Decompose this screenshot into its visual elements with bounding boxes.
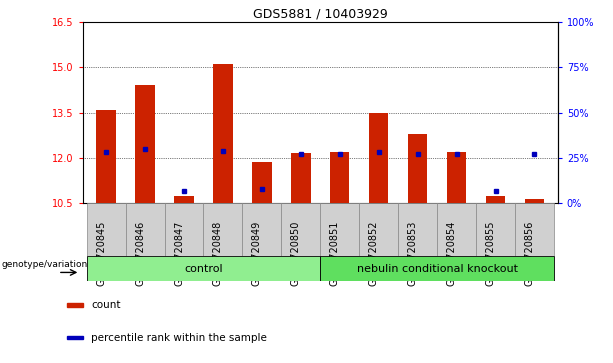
Bar: [525, 199, 544, 203]
Bar: [398, 203, 437, 256]
Text: count: count: [91, 300, 121, 310]
Text: GSM1720849: GSM1720849: [252, 221, 262, 286]
Bar: [369, 113, 389, 203]
Bar: [96, 110, 116, 203]
Text: control: control: [184, 264, 223, 274]
Bar: [476, 203, 515, 256]
Bar: [447, 152, 466, 203]
Bar: [330, 152, 349, 203]
Text: GSM1720856: GSM1720856: [525, 221, 535, 286]
Bar: [67, 303, 83, 307]
Bar: [86, 203, 126, 256]
Text: nebulin conditional knockout: nebulin conditional knockout: [357, 264, 517, 274]
Bar: [126, 203, 164, 256]
Bar: [135, 85, 155, 203]
Text: GSM1720845: GSM1720845: [96, 221, 106, 286]
Text: GSM1720846: GSM1720846: [135, 221, 145, 286]
Bar: [359, 203, 398, 256]
Text: GSM1720850: GSM1720850: [291, 221, 301, 286]
Bar: [213, 64, 233, 203]
Bar: [437, 203, 476, 256]
Bar: [67, 336, 83, 339]
Bar: [321, 203, 359, 256]
Text: GSM1720852: GSM1720852: [368, 221, 379, 286]
Text: GSM1720848: GSM1720848: [213, 221, 223, 286]
Text: GSM1720854: GSM1720854: [447, 221, 457, 286]
Bar: [204, 203, 242, 256]
Text: GSM1720855: GSM1720855: [485, 221, 495, 286]
Bar: [164, 203, 204, 256]
Bar: [515, 203, 554, 256]
Text: GSM1720847: GSM1720847: [174, 221, 184, 286]
Bar: [174, 196, 194, 203]
Bar: [321, 256, 554, 281]
Bar: [408, 134, 427, 203]
Bar: [86, 256, 321, 281]
Text: GSM1720853: GSM1720853: [408, 221, 417, 286]
Text: genotype/variation: genotype/variation: [2, 260, 88, 269]
Bar: [291, 153, 311, 203]
Bar: [281, 203, 321, 256]
Text: GSM1720851: GSM1720851: [330, 221, 340, 286]
Title: GDS5881 / 10403929: GDS5881 / 10403929: [253, 8, 387, 21]
Bar: [252, 163, 272, 203]
Bar: [242, 203, 281, 256]
Bar: [485, 196, 505, 203]
Text: percentile rank within the sample: percentile rank within the sample: [91, 333, 267, 343]
